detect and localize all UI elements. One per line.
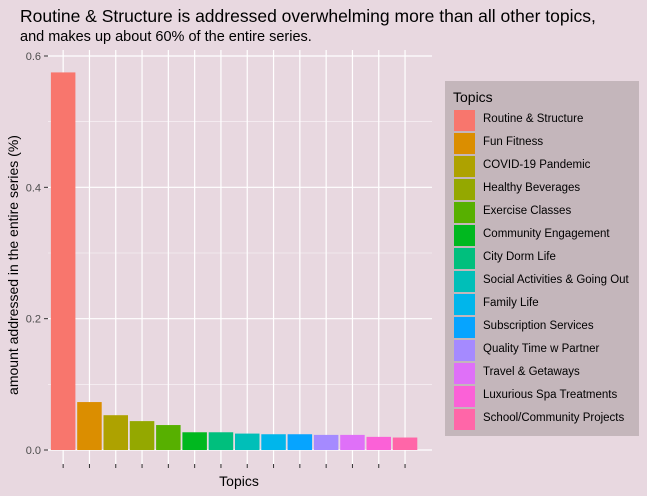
legend-swatch — [454, 179, 475, 200]
bars — [50, 72, 418, 451]
bar-city-dorm-life — [208, 432, 234, 450]
legend-swatch — [454, 110, 475, 131]
legend-item: Luxurious Spa Treatments — [453, 385, 639, 408]
legend-item: City Dorm Life — [453, 247, 639, 270]
legend-item: Quality Time w Partner — [453, 339, 639, 362]
legend-label: Quality Time w Partner — [483, 343, 600, 355]
legend-label: Community Engagement — [483, 228, 610, 240]
bar-luxurious-spa-treatments — [366, 436, 391, 450]
legend-label: Exercise Classes — [483, 205, 572, 217]
legend-label: Social Activities & Going Out — [483, 274, 629, 286]
bar-community-engagement — [182, 432, 207, 450]
legend-label: COVID-19 Pandemic — [483, 159, 591, 171]
y-tick-label: 0.2 — [26, 314, 41, 326]
y-axis-title: amount addressed in the entire series (%… — [5, 135, 21, 395]
legend-item: Community Engagement — [453, 224, 639, 247]
bar-routine-structure — [50, 72, 76, 451]
x-axis — [62, 464, 406, 468]
y-tick-label: 0.0 — [26, 445, 41, 457]
legend-swatch — [454, 225, 475, 246]
legend-swatch — [454, 363, 475, 384]
bar-quality-time-w-partner — [313, 434, 339, 450]
legend-item: Healthy Beverages — [453, 178, 639, 201]
legend-label: School/Community Projects — [483, 412, 625, 424]
legend: Topics Routine & Structure Fun Fitness COV… — [445, 81, 639, 436]
bar-school-community-projects — [392, 437, 418, 450]
legend-swatch — [454, 271, 475, 292]
legend-item: Fun Fitness — [453, 132, 639, 155]
bar-subscription-services — [287, 434, 313, 450]
legend-label: Healthy Beverages — [483, 182, 581, 194]
legend-item: COVID-19 Pandemic — [453, 155, 639, 178]
legend-item: Routine & Structure — [453, 109, 639, 132]
y-axis: 0.0 0.2 0.4 0.6 — [26, 51, 48, 457]
bar-social-activities-going-out — [235, 433, 260, 450]
legend-swatch — [454, 156, 475, 177]
legend-label: Family Life — [483, 297, 539, 309]
legend-item: Exercise Classes — [453, 201, 639, 224]
legend-label: Luxurious Spa Treatments — [483, 389, 618, 401]
legend-swatch — [454, 317, 475, 338]
bar-covid-19-pandemic — [103, 415, 128, 450]
minor-gridlines — [48, 121, 432, 385]
chart-subtitle: and makes up about 60% of the entire ser… — [20, 29, 312, 45]
legend-item: Family Life — [453, 293, 639, 316]
legend-item: Subscription Services — [453, 316, 639, 339]
bar-healthy-beverages — [129, 421, 155, 450]
bar-fun-fitness — [77, 402, 102, 450]
legend-label: Routine & Structure — [483, 113, 584, 125]
legend-swatch — [454, 386, 475, 407]
legend-swatch — [454, 409, 475, 430]
legend-item: Social Activities & Going Out — [453, 270, 639, 293]
legend-label: City Dorm Life — [483, 251, 556, 263]
legend-swatch — [454, 340, 475, 361]
y-tick-label: 0.6 — [26, 51, 41, 63]
legend-title: Topics — [453, 89, 493, 105]
legend-swatch — [454, 133, 475, 154]
x-axis-title: Topics — [219, 473, 259, 489]
legend-item: School/Community Projects — [453, 408, 639, 431]
legend-swatch — [454, 202, 475, 223]
legend-label: Travel & Getaways — [483, 366, 580, 378]
legend-item: Travel & Getaways — [453, 362, 639, 385]
bar-family-life — [261, 434, 286, 450]
chart-title: Routine & Structure is addressed overwhe… — [20, 6, 596, 26]
legend-swatch — [454, 294, 475, 315]
legend-swatch — [454, 248, 475, 269]
bar-exercise-classes — [156, 425, 181, 450]
legend-label: Subscription Services — [483, 320, 594, 332]
plot-panel — [48, 50, 432, 464]
bar-travel-getaways — [340, 434, 365, 450]
y-tick-label: 0.4 — [26, 182, 41, 194]
legend-label: Fun Fitness — [483, 136, 544, 148]
